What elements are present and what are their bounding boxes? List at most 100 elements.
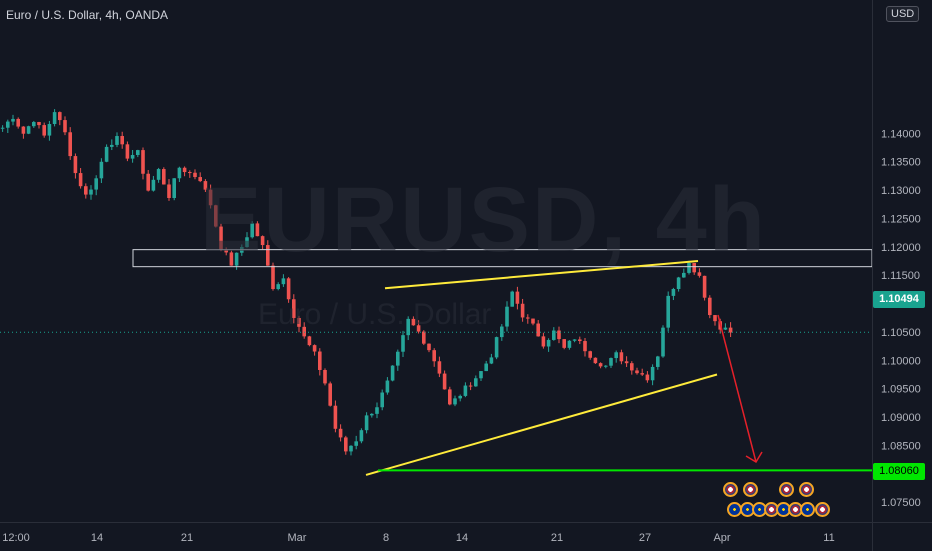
- candle-body: [47, 124, 52, 136]
- candle-body: [671, 289, 676, 296]
- candle-body: [78, 173, 83, 187]
- candle-body: [286, 278, 291, 300]
- candle-body: [505, 306, 509, 327]
- candle-body: [99, 161, 104, 179]
- candle-body: [536, 323, 540, 337]
- candle-body: [687, 262, 691, 273]
- candle-body: [645, 374, 650, 381]
- candle-body: [401, 335, 405, 352]
- candle-body: [188, 172, 192, 174]
- candle-body: [370, 413, 374, 416]
- candle-body: [208, 189, 213, 206]
- economic-event-icon[interactable]: [800, 502, 815, 517]
- price-tick-label: 1.10000: [881, 355, 921, 367]
- price-tick-label: 1.07500: [881, 497, 921, 509]
- candle-body: [177, 167, 182, 179]
- candle-body: [136, 150, 140, 155]
- candle-body: [21, 126, 26, 134]
- candle-body: [562, 339, 566, 348]
- economic-event-icon[interactable]: [723, 482, 738, 497]
- candle-body: [245, 237, 249, 248]
- economic-event-icon[interactable]: [815, 502, 830, 517]
- chart-area[interactable]: EURUSD, 4h Euro / U.S. Dollar Euro / U.S…: [0, 0, 872, 522]
- price-tick-label: 1.14000: [881, 128, 921, 140]
- candle-body: [593, 357, 598, 364]
- candle-body: [396, 351, 400, 366]
- candle-body: [468, 385, 473, 387]
- candle-body: [416, 325, 421, 332]
- candle-body: [604, 365, 608, 367]
- economic-event-icon[interactable]: [743, 482, 758, 497]
- candle-body: [58, 112, 62, 121]
- candle-body: [229, 252, 234, 266]
- candle-body: [312, 345, 317, 352]
- time-tick-label: Apr: [713, 532, 730, 544]
- candle-body: [266, 245, 270, 266]
- candle-body: [167, 184, 171, 198]
- price-tick-label: 1.10500: [881, 327, 921, 339]
- last-price-label: 1.10494: [873, 291, 925, 308]
- candle-body: [302, 326, 306, 337]
- candle-body: [500, 326, 504, 338]
- candle-body: [63, 120, 67, 133]
- price-tick-label: 1.09500: [881, 384, 921, 396]
- symbol-watermark: EURUSD, 4h: [200, 169, 767, 271]
- candle-body: [271, 265, 275, 290]
- candle-body: [255, 223, 260, 237]
- candle-body: [333, 405, 338, 429]
- candle-body: [130, 154, 135, 159]
- candle-body: [364, 415, 369, 431]
- candle-body: [37, 122, 41, 126]
- candle-body: [292, 299, 296, 318]
- currency-button[interactable]: USD: [886, 6, 920, 22]
- candle-body: [692, 262, 696, 273]
- candle-body: [494, 337, 499, 358]
- candle-body: [224, 249, 228, 253]
- candles: [0, 109, 733, 456]
- candle-body: [162, 169, 166, 185]
- candle-body: [708, 297, 712, 316]
- candle-body: [614, 352, 618, 359]
- candle-body: [390, 365, 395, 381]
- candle-body: [666, 295, 670, 328]
- resistance-zone: [132, 249, 872, 268]
- price-tick-label: 1.12000: [881, 242, 921, 254]
- projection-arrowhead: [745, 451, 763, 464]
- price-tick-label: 1.09000: [881, 412, 921, 424]
- candle-body: [359, 430, 364, 442]
- candle-body: [661, 327, 665, 357]
- candle-body: [338, 428, 343, 438]
- price-axis[interactable]: 1.14000 1.13500 1.13000 1.12500 1.12000 1.115…: [872, 0, 932, 522]
- time-tick-label: 8: [383, 532, 389, 544]
- candle-body: [125, 144, 130, 159]
- candle-body: [437, 361, 442, 374]
- candle-body: [598, 363, 603, 367]
- time-tick-label: 21: [551, 532, 563, 544]
- candle-body: [578, 339, 582, 342]
- candle-body: [676, 277, 681, 290]
- candle-body: [474, 378, 478, 387]
- time-axis[interactable]: 12:00 14 21 Mar 8 14 21 27 Apr 11: [0, 522, 872, 551]
- candle-body: [484, 363, 488, 372]
- price-chart[interactable]: [0, 0, 872, 522]
- candle-body: [427, 343, 431, 351]
- candle-body: [110, 144, 114, 147]
- candle-body: [26, 126, 31, 134]
- candle-body: [546, 339, 551, 347]
- price-axis-labels: 1.14000 1.13500 1.13000 1.12500 1.12000 1.115…: [881, 128, 921, 509]
- candle-body: [458, 395, 462, 399]
- candle-body: [728, 327, 733, 333]
- candle-body: [572, 339, 577, 341]
- candle-body: [520, 303, 525, 318]
- time-tick-label: 14: [456, 532, 468, 544]
- upper-trendline: [384, 260, 699, 290]
- candle-body: [260, 236, 265, 246]
- candle-body: [276, 284, 280, 290]
- time-axis-labels: 12:00 14 21 Mar 8 14 21 27 Apr 11: [2, 532, 834, 544]
- candle-body: [453, 398, 457, 405]
- symbol-title[interactable]: Euro / U.S. Dollar, 4h, OANDA: [6, 8, 169, 22]
- target-price-label: 1.08060: [873, 463, 925, 480]
- time-tick-label: 27: [639, 532, 651, 544]
- economic-event-icon[interactable]: [799, 482, 814, 497]
- economic-event-icon[interactable]: [779, 482, 794, 497]
